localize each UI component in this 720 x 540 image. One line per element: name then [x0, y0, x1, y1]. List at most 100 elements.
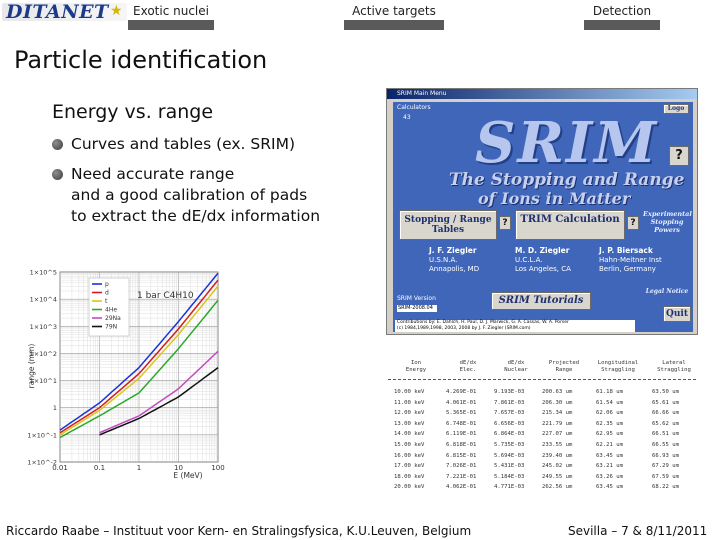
table-header-cell: dE/dx Elec.	[444, 360, 492, 374]
table-header-line: dE/dx	[459, 360, 477, 366]
quit-button[interactable]: Quit	[663, 306, 691, 322]
table-cell: 5.365E-01	[446, 410, 477, 417]
srim-tutorials-button[interactable]: SRIM Tutorials	[491, 292, 591, 310]
trim-help-button[interactable]: ?	[627, 216, 639, 230]
table-header-line: Elec.	[459, 367, 477, 373]
y-tick-label: 1×10^-1	[27, 431, 57, 439]
table-cell: 62.95 um	[596, 431, 623, 438]
x-tick-label: 10	[174, 464, 183, 472]
curve-4He	[59, 299, 219, 439]
curve-79N	[99, 367, 219, 436]
table-cell: 221.79 um	[542, 420, 573, 427]
range-energy-plot: 1×10^5 1×10^4 1×10^3 1×10^2 1×10^1 1 1×10^-1 1×…	[27, 269, 225, 481]
x-axis-label: E (MeV)	[173, 471, 202, 480]
table-cell: 10.00 keV	[394, 389, 425, 395]
table-cell: 67.29 um	[652, 463, 679, 470]
table-cell: 65.62 um	[652, 420, 679, 427]
table-header-line: Longitudinal	[597, 360, 639, 366]
legal-notice-button[interactable]: Legal Notice	[645, 288, 689, 295]
srim-version-value: SRIM-2008.04	[397, 305, 437, 312]
bullet-icon	[52, 139, 63, 150]
table-header-line: Ion	[410, 360, 422, 366]
table-header-cell: Ion Energy	[392, 360, 440, 374]
srim-main-menu-window: SRIM Main Menu Calculators 43 Logo SRIM …	[386, 88, 698, 335]
table-cell: 16.00 keV	[394, 452, 425, 459]
table-cell: 67.59 um	[652, 473, 679, 480]
srim-help-button[interactable]: ?	[669, 146, 689, 166]
y-tick-label: 1×10^4	[30, 296, 57, 304]
table-cell: 7.657E-03	[494, 410, 525, 417]
legend-label: 29Na	[105, 315, 121, 322]
table-header-line: Nuclear	[504, 367, 528, 373]
table-cell: 62.35 um	[596, 420, 623, 427]
srim-logo-button[interactable]: Logo	[663, 104, 689, 114]
trim-calculation-button[interactable]: TRIM Calculation	[515, 210, 625, 240]
stopping-range-tables-button[interactable]: Stopping / Range Tables	[399, 210, 497, 240]
table-header-cell: Lateral Straggling	[650, 360, 698, 374]
table-cell: 9.193E-03	[494, 389, 525, 395]
table-cell: 6.656E-03	[494, 420, 525, 427]
experimental-stopping-powers-button[interactable]: Experimental Stopping Powers	[643, 210, 692, 234]
table-cell: 66.51 um	[652, 431, 679, 438]
table-row: 17.00 keV 7.026E-01 5.431E-03 245.02 um 63.2…	[388, 463, 696, 473]
srim-contributions-line: Contributions by: E. Dahlch, H. Paul, D.…	[397, 320, 569, 325]
logo-text: DITANET	[6, 1, 109, 23]
table-cell: 68.22 um	[652, 484, 679, 491]
srim-calculators-label: Calculators	[397, 104, 431, 111]
table-cell: 4.062E-01	[446, 484, 477, 491]
table-cell: 5.694E-03	[494, 452, 525, 459]
srim-calculators-value: 43	[403, 114, 411, 121]
legend-label: 4He	[105, 307, 117, 314]
table-cell: 4.269E-01	[446, 389, 477, 395]
table-row: 20.00 keV 4.062E-01 4.771E-03 262.56 um 63.4…	[388, 484, 696, 494]
table-cell: 14.00 keV	[394, 431, 425, 438]
table-cell: 13.00 keV	[394, 420, 425, 427]
x-tick-label: 1	[137, 464, 141, 472]
slide-title: Particle identification	[14, 46, 268, 74]
table-row: 11.00 keV 4.061E-01 7.861E-03 206.30 um 61.5…	[388, 400, 696, 410]
author-line2: Berlin, Germany	[599, 265, 656, 273]
table-cell: 66.66 um	[652, 410, 679, 417]
x-tick-label: 0.1	[94, 464, 105, 472]
table-cell: 20.00 keV	[394, 484, 425, 491]
srim-canvas: Calculators 43 Logo SRIM The Stopping an…	[393, 102, 693, 332]
table-cell: 65.61 um	[652, 399, 679, 406]
plot-annotation: 1 bar C4H10	[137, 291, 194, 301]
header: DITANET ★ Exotic nuclei Active targets D…	[0, 0, 720, 30]
srim-output-table: Ion Energy dE/dx Elec. dE/dx Nuclear Projected…	[388, 358, 696, 498]
author-name: J. F. Ziegler	[429, 246, 477, 255]
tab-exotic-nuclei[interactable]: Exotic nuclei	[133, 4, 209, 18]
bullet-text-2-line-2: and a good calibration of pads	[71, 186, 308, 204]
author-name: M. D. Ziegler	[515, 246, 570, 255]
table-cell: 262.56 um	[542, 484, 573, 491]
table-cell: 15.00 keV	[394, 442, 425, 448]
table-header-line: Straggling	[657, 367, 691, 373]
logo-background	[2, 3, 127, 21]
table-cell: 12.00 keV	[394, 410, 425, 417]
table-cell: 6.748E-01	[446, 420, 477, 427]
footer-author: Riccardo Raabe – Instituut voor Kern- en…	[6, 524, 472, 538]
table-cell: 63.26 um	[596, 473, 623, 480]
table-header-divider	[388, 379, 696, 380]
stopping-help-button[interactable]: ?	[499, 216, 511, 230]
table-cell: 6.119E-01	[446, 431, 477, 438]
star-icon: ★	[110, 3, 123, 19]
table-header-cell: dE/dx Nuclear	[492, 360, 540, 374]
tab-exotic-nuclei-bar	[128, 20, 214, 30]
tab-active-targets[interactable]: Active targets	[352, 4, 436, 18]
tab-detection[interactable]: Detection	[592, 4, 652, 18]
author-line1: Hahn-Meitner Inst	[599, 256, 662, 264]
plot-curves	[59, 272, 219, 439]
x-tick-label: 0.01	[52, 464, 68, 472]
curve-29Na	[99, 350, 219, 434]
table-header-line: Range	[555, 367, 573, 373]
table-cell: 63.21 um	[596, 463, 623, 470]
table-header-cell: Longitudinal Straggling	[594, 360, 642, 374]
table-cell: 4.061E-01	[446, 399, 477, 406]
table-cell: 200.63 um	[542, 389, 573, 395]
ditanet-logo: DITANET ★	[2, 1, 127, 23]
srim-version-label: SRIM Version	[397, 295, 436, 302]
legend-label: p	[105, 281, 109, 288]
table-cell: 61.18 um	[596, 389, 623, 395]
